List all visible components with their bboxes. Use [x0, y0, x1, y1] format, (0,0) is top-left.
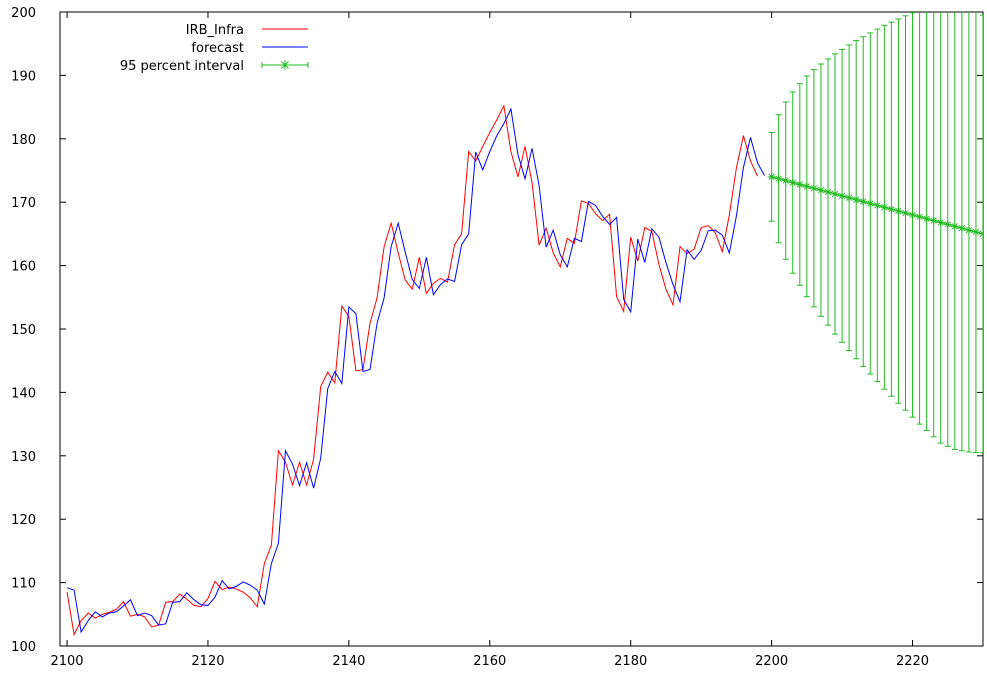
y-tick-label: 130	[11, 450, 36, 465]
y-tick-label: 180	[11, 133, 36, 148]
interval-point	[788, 178, 797, 187]
interval-point	[845, 193, 854, 202]
series-layer	[66, 12, 983, 637]
x-tick-label: 2100	[50, 654, 83, 669]
interval-point	[873, 201, 882, 210]
y-tick-label: 200	[11, 6, 36, 21]
x-tick-label: 2180	[614, 654, 647, 669]
forecast-line	[66, 107, 766, 634]
interval-point	[823, 188, 832, 197]
interval-point	[950, 222, 959, 231]
interval-point	[831, 189, 840, 198]
y-tick-label: 170	[11, 196, 36, 211]
interval-point	[781, 176, 790, 185]
interval-point	[887, 205, 896, 214]
interval-point	[929, 216, 938, 225]
x-tick-label: 2140	[332, 654, 365, 669]
y-tick-label: 110	[11, 577, 36, 592]
interval-point	[816, 186, 825, 195]
interval-point	[964, 226, 973, 235]
interval-point	[774, 174, 783, 183]
legend-label: 95 percent interval	[120, 59, 244, 74]
y-tick-label: 150	[11, 323, 36, 338]
plot-frame	[59, 11, 984, 647]
irb-infra-line	[66, 104, 758, 637]
interval-point	[922, 214, 931, 223]
x-axis: 2100 2120 2140 2160 2180 2200 2220	[50, 12, 929, 669]
legend-label: forecast	[191, 41, 244, 56]
y-tick-label: 160	[11, 260, 36, 275]
interval-series	[767, 12, 983, 454]
interval-point	[809, 184, 818, 193]
interval-point	[767, 172, 776, 181]
interval-point	[957, 224, 966, 233]
interval-point	[795, 180, 804, 189]
interval-point	[908, 210, 917, 219]
interval-point	[894, 207, 903, 216]
plot-border	[59, 11, 984, 647]
interval-point	[901, 208, 910, 217]
y-tick-label: 140	[11, 386, 36, 401]
interval-point	[880, 203, 889, 212]
legend: IRB_Infra forecast 95 percent interval	[120, 23, 309, 74]
y-tick-label: 120	[11, 513, 36, 528]
interval-point	[838, 191, 847, 200]
interval-point	[979, 229, 983, 238]
x-tick-label: 2160	[473, 654, 506, 669]
y-tick-label: 100	[11, 640, 36, 655]
x-tick-label: 2120	[191, 654, 224, 669]
interval-point	[971, 227, 980, 236]
x-tick-label: 2200	[755, 654, 788, 669]
interval-point	[915, 212, 924, 221]
y-tick-label: 190	[11, 69, 36, 84]
x-tick-label: 2220	[896, 654, 929, 669]
y-axis: 100 110 120 130 140 150 160 170 180 190 200	[11, 6, 983, 655]
interval-point	[866, 199, 875, 208]
interval-point	[859, 197, 868, 206]
interval-point	[852, 195, 861, 204]
legend-label: IRB_Infra	[186, 23, 244, 38]
interval-point	[802, 182, 811, 191]
legend-marker	[280, 60, 290, 70]
interval-point	[943, 220, 952, 229]
interval-point	[936, 218, 945, 227]
